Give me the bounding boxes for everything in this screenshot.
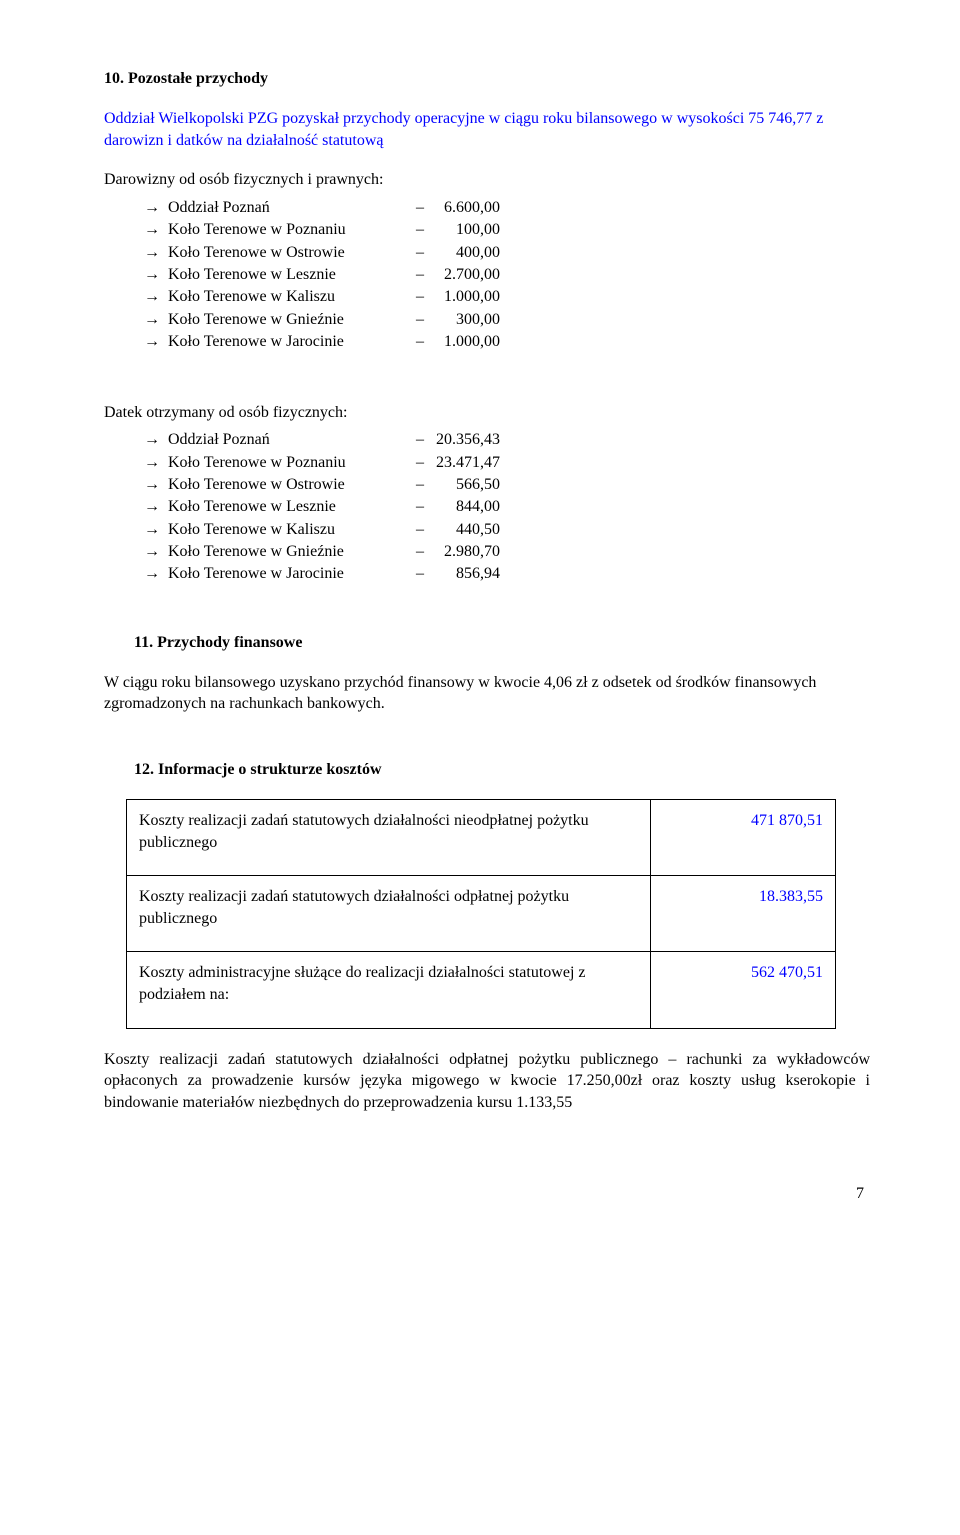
list-item: →Koło Terenowe w Lesznie–844,00 [104, 496, 870, 518]
list-item: →Koło Terenowe w Kaliszu–1.000,00 [104, 286, 870, 308]
list-item-value: 1.000,00 [430, 331, 500, 353]
list-item: →Koło Terenowe w Gnieźnie–300,00 [104, 309, 870, 331]
arrow-icon: → [144, 452, 168, 474]
section-11-heading: 11. Przychody finansowe [104, 634, 870, 652]
list-item: →Oddział Poznań–6.600,00 [104, 197, 870, 219]
dash: – [416, 429, 430, 451]
list-item-value: 856,94 [430, 563, 500, 585]
arrow-icon: → [144, 496, 168, 518]
dash: – [416, 331, 430, 353]
list-item-value: 300,00 [430, 309, 500, 331]
darowizny-heading: Darowizny od osób fizycznych i prawnych: [104, 169, 870, 191]
dash: – [416, 219, 430, 241]
dash: – [416, 264, 430, 286]
list-item: →Koło Terenowe w Ostrowie–566,50 [104, 474, 870, 496]
list-item-label: Koło Terenowe w Gnieźnie [168, 541, 416, 563]
arrow-icon: → [144, 264, 168, 286]
arrow-icon: → [144, 541, 168, 563]
list-item-label: Koło Terenowe w Poznaniu [168, 219, 416, 241]
koszty-value-cell: 562 470,51 [651, 952, 836, 1028]
koszty-table: Koszty realizacji zadań statutowych dzia… [126, 799, 836, 1029]
list-item-label: Koło Terenowe w Ostrowie [168, 474, 416, 496]
arrow-icon: → [144, 219, 168, 241]
page-number: 7 [104, 1185, 870, 1203]
koszty-label-cell: Koszty administracyjne służące do realiz… [127, 952, 651, 1028]
list-item-label: Koło Terenowe w Lesznie [168, 264, 416, 286]
dash: – [416, 541, 430, 563]
darowizny-list: →Oddział Poznań–6.600,00→Koło Terenowe w… [104, 197, 870, 354]
list-item-value: 100,00 [430, 219, 500, 241]
list-item: →Koło Terenowe w Jarocinie–1.000,00 [104, 331, 870, 353]
list-item-label: Oddział Poznań [168, 197, 416, 219]
dash: – [416, 563, 430, 585]
arrow-icon: → [144, 429, 168, 451]
arrow-icon: → [144, 242, 168, 264]
koszty-value-cell: 471 870,51 [651, 800, 836, 876]
document-page: 10. Pozostałe przychody Oddział Wielkopo… [0, 0, 960, 1243]
dash: – [416, 286, 430, 308]
list-item-label: Oddział Poznań [168, 429, 416, 451]
list-item-value: 2.700,00 [430, 264, 500, 286]
list-item-value: 440,50 [430, 519, 500, 541]
datek-list: →Oddział Poznań–20.356,43→Koło Terenowe … [104, 429, 870, 586]
list-item-label: Koło Terenowe w Jarocinie [168, 331, 416, 353]
list-item: →Koło Terenowe w Kaliszu–440,50 [104, 519, 870, 541]
dash: – [416, 474, 430, 496]
table-row: Koszty realizacji zadań statutowych dzia… [127, 800, 836, 876]
list-item: →Koło Terenowe w Poznaniu–100,00 [104, 219, 870, 241]
list-item-value: 6.600,00 [430, 197, 500, 219]
dash: – [416, 197, 430, 219]
list-item-value: 23.471,47 [430, 452, 500, 474]
section-10-intro: Oddział Wielkopolski PZG pozyskał przych… [104, 108, 870, 151]
table-row: Koszty realizacji zadań statutowych dzia… [127, 876, 836, 952]
section-10-heading: 10. Pozostałe przychody [104, 70, 870, 88]
dash: – [416, 309, 430, 331]
list-item-label: Koło Terenowe w Kaliszu [168, 286, 416, 308]
list-item: →Koło Terenowe w Gnieźnie–2.980,70 [104, 541, 870, 563]
datek-heading: Datek otrzymany od osób fizycznych: [104, 402, 870, 424]
list-item: →Koło Terenowe w Lesznie–2.700,00 [104, 264, 870, 286]
dash: – [416, 496, 430, 518]
koszty-value-cell: 18.383,55 [651, 876, 836, 952]
list-item-value: 844,00 [430, 496, 500, 518]
dash: – [416, 242, 430, 264]
list-item: →Koło Terenowe w Jarocinie–856,94 [104, 563, 870, 585]
list-item-value: 400,00 [430, 242, 500, 264]
arrow-icon: → [144, 331, 168, 353]
koszty-label-cell: Koszty realizacji zadań statutowych dzia… [127, 800, 651, 876]
list-item-label: Koło Terenowe w Lesznie [168, 496, 416, 518]
list-item-value: 566,50 [430, 474, 500, 496]
arrow-icon: → [144, 519, 168, 541]
section-11-text: W ciągu roku bilansowego uzyskano przych… [104, 672, 870, 715]
arrow-icon: → [144, 286, 168, 308]
list-item-label: Koło Terenowe w Jarocinie [168, 563, 416, 585]
list-item-value: 2.980,70 [430, 541, 500, 563]
dash: – [416, 452, 430, 474]
list-item-label: Koło Terenowe w Kaliszu [168, 519, 416, 541]
koszty-label-cell: Koszty realizacji zadań statutowych dzia… [127, 876, 651, 952]
list-item-label: Koło Terenowe w Ostrowie [168, 242, 416, 264]
arrow-icon: → [144, 309, 168, 331]
list-item-label: Koło Terenowe w Poznaniu [168, 452, 416, 474]
list-item-label: Koło Terenowe w Gnieźnie [168, 309, 416, 331]
list-item: →Oddział Poznań–20.356,43 [104, 429, 870, 451]
arrow-icon: → [144, 563, 168, 585]
arrow-icon: → [144, 197, 168, 219]
table-row: Koszty administracyjne służące do realiz… [127, 952, 836, 1028]
arrow-icon: → [144, 474, 168, 496]
section-12-footnote: Koszty realizacji zadań statutowych dzia… [104, 1049, 870, 1114]
section-12-heading: 12. Informacje o strukturze kosztów [104, 761, 870, 779]
list-item-value: 1.000,00 [430, 286, 500, 308]
list-item: →Koło Terenowe w Poznaniu–23.471,47 [104, 452, 870, 474]
list-item: →Koło Terenowe w Ostrowie–400,00 [104, 242, 870, 264]
dash: – [416, 519, 430, 541]
list-item-value: 20.356,43 [430, 429, 500, 451]
